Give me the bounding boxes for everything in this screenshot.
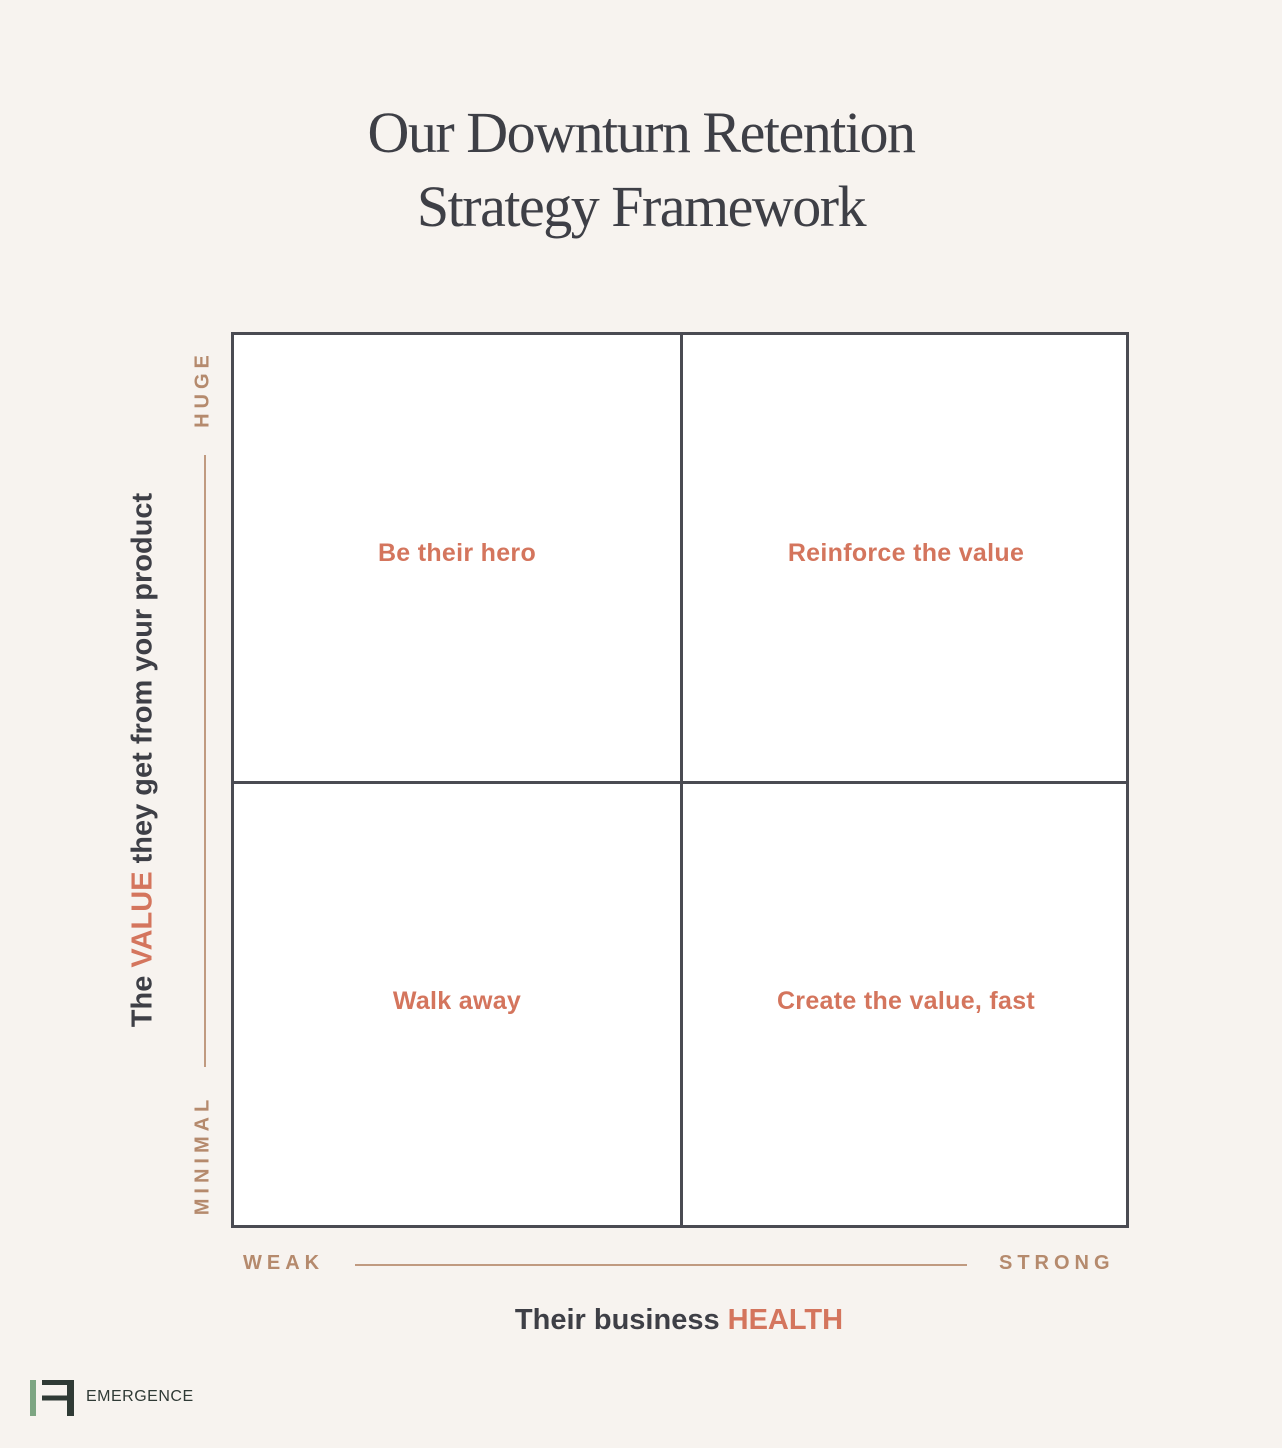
quadrant-bottom-left-label: Walk away	[392, 987, 522, 1015]
y-axis-high-label: HUGE	[191, 350, 214, 428]
emergence-logo-icon	[30, 1380, 74, 1416]
grid-vertical-divider	[680, 335, 683, 1225]
title-line-2: Strategy Framework	[416, 174, 867, 239]
quadrant-bottom-right-label: Create the value, fast	[776, 987, 1036, 1015]
x-axis-low-label: WEAK	[243, 1252, 325, 1274]
y-axis-title-suffix: they get from your product	[126, 492, 159, 872]
brand-name: EMERGENCE	[86, 1388, 194, 1405]
x-axis-line	[355, 1264, 967, 1266]
y-axis-title: The VALUE they get from your product	[127, 493, 160, 1027]
y-axis-title-accent: VALUE	[126, 871, 159, 968]
x-axis-high-label: STRONG	[999, 1252, 1115, 1274]
y-axis-line	[204, 455, 206, 1067]
y-axis-title-prefix: The	[126, 967, 159, 1028]
y-axis-low-label: MINIMAL	[191, 1094, 214, 1216]
quadrant-grid: Be their hero Reinforce the value Walk a…	[231, 332, 1129, 1228]
x-axis-title-accent: HEALTH	[727, 1304, 844, 1336]
grid-horizontal-divider	[234, 781, 1126, 784]
x-axis-title-prefix: Their business	[514, 1304, 728, 1336]
title-line-1: Our Downturn Retention	[367, 100, 916, 165]
page-title: Our Downturn Retention Strategy Framewor…	[0, 96, 1282, 244]
x-axis-title: Their business HEALTH	[0, 1304, 1282, 1337]
quadrant-top-left-label: Be their hero	[377, 539, 537, 567]
quadrant-top-right-label: Reinforce the value	[787, 539, 1025, 567]
